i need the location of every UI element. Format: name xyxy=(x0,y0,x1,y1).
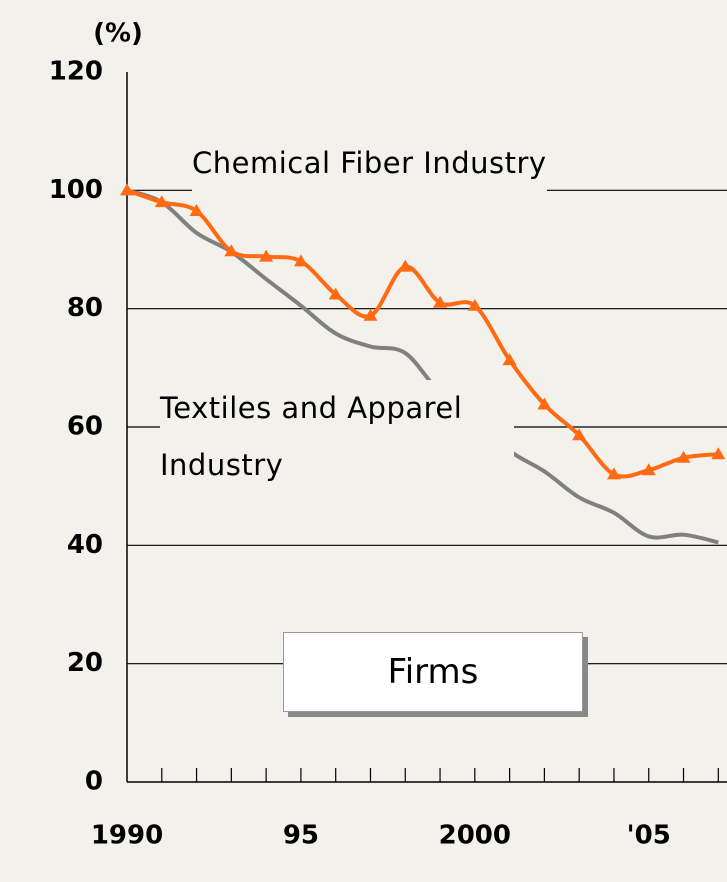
data-point xyxy=(467,298,482,311)
y-tick-label: 40 xyxy=(67,530,103,560)
data-point xyxy=(189,204,204,217)
y-tick-label: 0 xyxy=(85,767,103,797)
data-point xyxy=(676,450,691,463)
y-tick-label: 60 xyxy=(67,412,103,442)
data-point xyxy=(363,308,378,321)
data-point xyxy=(259,249,274,262)
data-point xyxy=(120,183,134,196)
x-tick-label: 1990 xyxy=(91,821,163,851)
series-label: Chemical Fiber Industry xyxy=(192,135,547,192)
x-tick-label: 2000 xyxy=(439,821,511,851)
y-axis-label: (%) xyxy=(93,19,143,49)
data-point xyxy=(293,254,308,267)
data-point xyxy=(572,428,587,441)
series-label: Textiles and Apparel Industry xyxy=(160,380,514,494)
data-point xyxy=(606,467,621,480)
x-tick-label: '05 xyxy=(627,821,671,851)
data-point xyxy=(154,195,169,208)
data-point xyxy=(537,397,552,410)
data-point xyxy=(224,244,239,257)
x-tick-label: 95 xyxy=(283,821,319,851)
y-tick-label: 120 xyxy=(49,57,103,87)
data-point xyxy=(641,463,656,476)
data-point xyxy=(711,447,726,460)
data-point xyxy=(398,259,413,272)
data-point xyxy=(502,353,517,366)
y-tick-label: 20 xyxy=(67,648,103,678)
data-point xyxy=(433,295,448,308)
annotation-box: Firms xyxy=(283,632,583,712)
y-tick-label: 100 xyxy=(49,175,103,205)
y-tick-label: 80 xyxy=(67,293,103,323)
data-point xyxy=(328,287,343,300)
